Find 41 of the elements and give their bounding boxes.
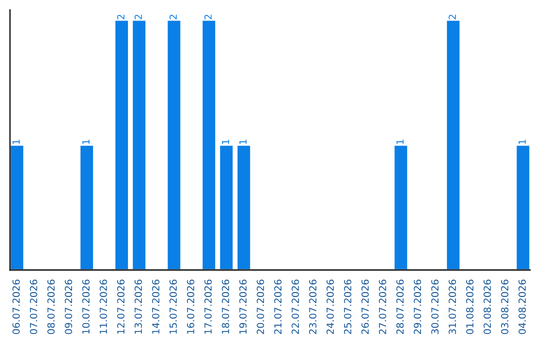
x-tick-label: 25.07.2026 — [344, 280, 352, 334]
x-tick-label: 07.07.2026 — [30, 280, 38, 334]
x-tick-label: 18.07.2026 — [222, 280, 230, 334]
data-label: 1 — [82, 140, 90, 144]
x-tick-label: 20.07.2026 — [256, 280, 264, 334]
data-label: 1 — [396, 140, 404, 144]
x-tick-label: 27.07.2026 — [378, 280, 386, 334]
x-tick-label: 06.07.2026 — [12, 280, 20, 334]
x-tick-label: 08.07.2026 — [47, 280, 55, 334]
data-label: 2 — [169, 14, 177, 20]
x-tick-label: 28.07.2026 — [396, 280, 404, 334]
data-label: 1 — [12, 140, 20, 144]
x-tick-label: 01.08.2026 — [466, 280, 474, 334]
data-label: 1 — [222, 140, 230, 144]
x-tick-label: 02.08.2026 — [484, 280, 491, 334]
x-tick-label: 10.07.2026 — [82, 280, 90, 334]
x-tick-label: 19.07.2026 — [239, 280, 247, 334]
data-label: 2 — [134, 14, 142, 20]
data-label: 2 — [448, 14, 456, 20]
x-tick-label: 26.07.2026 — [361, 280, 369, 334]
x-tick-label: 17.07.2026 — [204, 280, 212, 334]
x-tick-label: 15.07.2026 — [169, 280, 177, 334]
data-label: 2 — [117, 14, 124, 20]
x-tick-label: 30.07.2026 — [431, 280, 439, 334]
data-label: 1 — [518, 140, 526, 144]
x-tick-label: 14.07.2026 — [152, 280, 160, 334]
x-tick-label: 31.07.2026 — [448, 280, 456, 334]
x-tick-label: 24.07.2026 — [326, 280, 334, 334]
x-tick-label: 22.07.2026 — [292, 280, 299, 334]
x-tick-label: 09.07.2026 — [64, 280, 72, 334]
x-tick-label: 23.07.2026 — [309, 280, 316, 334]
x-tick-label: 04.08.2026 — [518, 280, 526, 334]
x-tick-label: 16.07.2026 — [186, 280, 194, 334]
x-tick-label: 03.08.2026 — [501, 280, 508, 334]
data-label: 2 — [204, 14, 212, 20]
x-tick-label: 11.07.2026 — [100, 280, 108, 334]
x-tick-label: 21.07.2026 — [274, 280, 282, 334]
data-label: 1 — [239, 140, 247, 144]
x-tick-label: 29.07.2026 — [414, 280, 422, 334]
x-tick-label: 13.07.2026 — [134, 280, 142, 334]
x-tick-label: 12.07.2026 — [117, 280, 124, 334]
